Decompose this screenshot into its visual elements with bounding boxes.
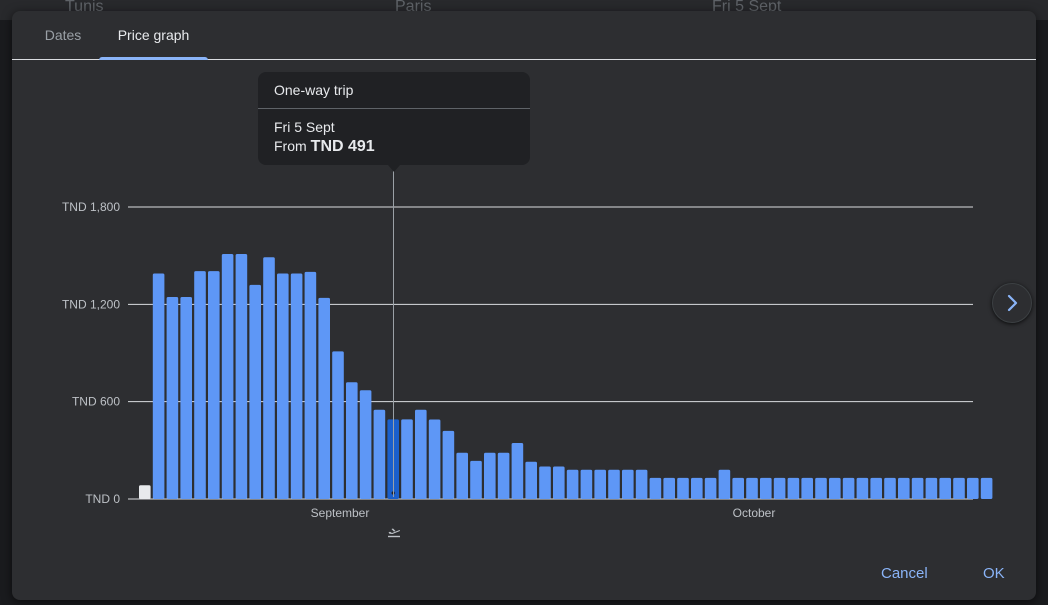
next-period-button[interactable] bbox=[992, 283, 1032, 323]
bar[interactable] bbox=[898, 477, 910, 499]
bar[interactable] bbox=[401, 419, 413, 499]
bar[interactable] bbox=[442, 430, 455, 499]
bar[interactable] bbox=[332, 351, 344, 499]
tab-price-graph[interactable]: Price graph bbox=[99, 11, 208, 60]
x-axis-labels: September October bbox=[311, 506, 776, 520]
bar[interactable] bbox=[304, 271, 317, 499]
bar[interactable] bbox=[856, 477, 869, 499]
bar[interactable] bbox=[318, 297, 330, 499]
price-tooltip: One-way trip Fri 5 Sept From TND 491 bbox=[258, 72, 530, 165]
price-graph-dialog: Dates Price graph TND 0 TND 600 TND 1,200 T… bbox=[12, 11, 1036, 600]
bar[interactable] bbox=[194, 271, 206, 499]
bar[interactable] bbox=[152, 273, 165, 499]
bar[interactable] bbox=[484, 452, 496, 499]
bar[interactable] bbox=[208, 271, 220, 499]
dialog-tabs: Dates Price graph bbox=[12, 11, 1036, 60]
bar[interactable] bbox=[359, 390, 372, 499]
y-tick-label: TND 600 bbox=[72, 395, 120, 409]
tooltip-pointer-tip bbox=[388, 165, 400, 172]
bar[interactable] bbox=[953, 477, 965, 499]
bar[interactable] bbox=[829, 477, 841, 499]
tooltip-date: Fri 5 Sept bbox=[274, 119, 335, 135]
x-month-label: October bbox=[733, 506, 776, 520]
bar[interactable] bbox=[884, 477, 896, 499]
chart-bars bbox=[139, 254, 993, 499]
bar[interactable] bbox=[373, 409, 386, 499]
bar[interactable] bbox=[511, 443, 524, 499]
bar[interactable] bbox=[815, 477, 827, 499]
bar[interactable] bbox=[773, 477, 786, 499]
tooltip-divider bbox=[258, 108, 530, 109]
bar[interactable] bbox=[180, 297, 192, 499]
bar[interactable] bbox=[346, 382, 358, 499]
bar[interactable] bbox=[635, 469, 648, 499]
bar[interactable] bbox=[760, 477, 772, 499]
bar[interactable] bbox=[566, 469, 579, 499]
bar[interactable] bbox=[608, 469, 620, 499]
bar[interactable] bbox=[235, 254, 248, 499]
x-month-label: September bbox=[311, 506, 370, 520]
bar[interactable] bbox=[801, 477, 813, 499]
bar[interactable] bbox=[842, 477, 855, 499]
price-bar-chart: TND 0 TND 600 TND 1,200 TND 1,800 September… bbox=[62, 200, 993, 520]
bar[interactable] bbox=[911, 477, 924, 499]
y-axis-labels: TND 0 TND 600 TND 1,200 TND 1,800 bbox=[62, 200, 120, 506]
bar[interactable] bbox=[263, 257, 275, 499]
bar[interactable] bbox=[428, 419, 441, 499]
bar[interactable] bbox=[166, 297, 179, 499]
bar[interactable] bbox=[249, 284, 261, 499]
tab-dates[interactable]: Dates bbox=[44, 27, 82, 43]
bar[interactable] bbox=[732, 477, 744, 499]
tooltip-price-line: From TND 491 bbox=[274, 138, 375, 156]
bar[interactable] bbox=[622, 469, 634, 499]
bar[interactable] bbox=[663, 477, 675, 499]
bar[interactable] bbox=[649, 477, 662, 499]
tooltip-pointer-line bbox=[393, 165, 394, 497]
tooltip-price: TND 491 bbox=[310, 138, 375, 155]
bar[interactable] bbox=[497, 452, 510, 499]
bar[interactable] bbox=[539, 466, 551, 499]
cancel-button[interactable]: Cancel bbox=[881, 565, 928, 582]
bar[interactable] bbox=[415, 409, 427, 499]
bar[interactable] bbox=[980, 477, 993, 499]
bar[interactable] bbox=[456, 452, 468, 499]
tooltip-title: One-way trip bbox=[274, 82, 354, 98]
tooltip-from-label: From bbox=[274, 138, 307, 154]
ok-button[interactable]: OK bbox=[983, 565, 1005, 582]
bar[interactable] bbox=[787, 477, 800, 499]
bar[interactable] bbox=[718, 469, 731, 499]
bar[interactable] bbox=[553, 466, 565, 499]
bar[interactable] bbox=[139, 485, 151, 499]
bar[interactable] bbox=[221, 254, 234, 499]
bar[interactable] bbox=[677, 477, 689, 499]
bar[interactable] bbox=[925, 477, 938, 499]
bar[interactable] bbox=[290, 273, 303, 499]
bar[interactable] bbox=[470, 460, 482, 499]
chevron-right-icon bbox=[1007, 294, 1018, 312]
bar[interactable] bbox=[580, 469, 593, 499]
bar[interactable] bbox=[277, 273, 289, 499]
bar[interactable] bbox=[870, 477, 882, 499]
bar[interactable] bbox=[967, 477, 979, 499]
y-tick-label: TND 0 bbox=[85, 492, 120, 506]
flight-takeoff-icon bbox=[388, 528, 401, 538]
bar[interactable] bbox=[939, 477, 951, 499]
bar[interactable] bbox=[594, 469, 606, 499]
bar[interactable] bbox=[704, 477, 717, 499]
bar[interactable] bbox=[525, 461, 537, 499]
y-tick-label: TND 1,200 bbox=[62, 297, 120, 311]
bar[interactable] bbox=[746, 477, 758, 499]
y-tick-label: TND 1,800 bbox=[62, 200, 120, 214]
bar[interactable] bbox=[691, 477, 703, 499]
